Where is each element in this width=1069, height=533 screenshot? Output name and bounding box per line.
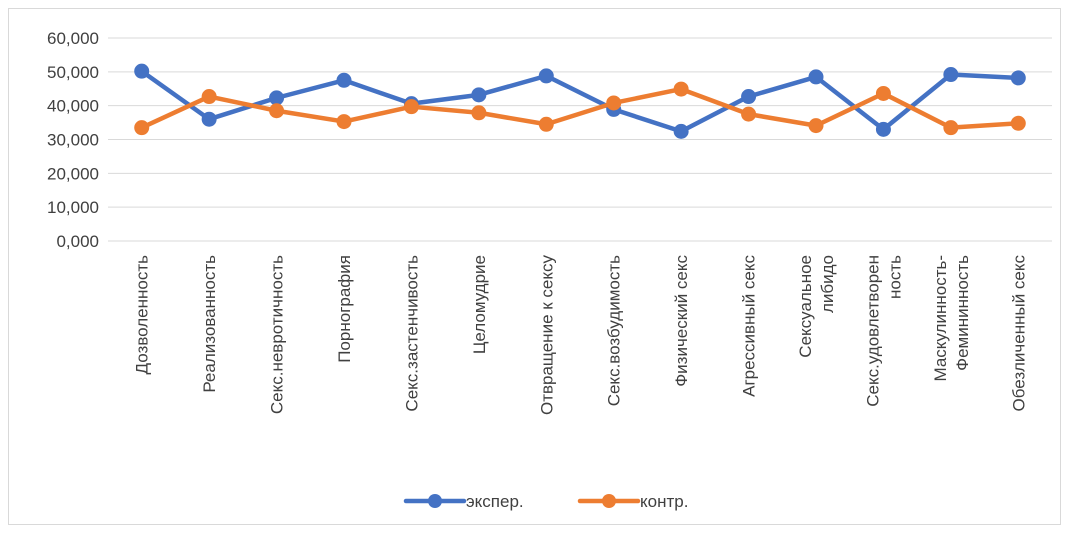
data-point [673, 81, 689, 97]
x-category-label-line: ность [885, 255, 904, 299]
data-point [741, 89, 757, 105]
chart-area: 0,000 10,000 20,000 30,000 40,000 50,000 60,00… [8, 8, 1061, 525]
data-point [269, 103, 285, 119]
x-category-label-line: Обезличенный секс [1009, 255, 1028, 412]
line-chart: 0,000 10,000 20,000 30,000 40,000 50,000 60,00… [47, 29, 1052, 511]
x-category-label: Обезличенный секс [1009, 255, 1028, 412]
data-point [336, 72, 352, 88]
data-point [134, 63, 150, 79]
data-point [1010, 70, 1026, 86]
y-tick-label: 40,000 [47, 97, 99, 116]
y-tick-label: 60,000 [47, 29, 99, 48]
data-point [1010, 115, 1026, 131]
x-category-label: Агрессивный секс [740, 255, 759, 397]
x-category-label: Секс.застенчивость [402, 255, 421, 412]
x-category-label-line: Целомудрие [470, 255, 489, 354]
legend-item[interactable]: контр. [577, 492, 688, 511]
x-category-label: Секс.невротичность [268, 255, 287, 414]
data-point [538, 68, 554, 84]
data-point [134, 120, 150, 136]
x-category-label: Физический секс [672, 255, 691, 387]
gridlines [108, 37, 1052, 242]
data-point [808, 69, 824, 85]
data-point [808, 118, 824, 134]
data-point [875, 121, 891, 137]
series-line [139, 86, 1021, 130]
data-point [943, 120, 959, 136]
x-category-label-line: Агрессивный секс [740, 255, 759, 397]
data-point [336, 114, 352, 130]
x-category-label: Целомудрие [470, 255, 489, 354]
x-category-label-line: Отвращение к сексу [537, 255, 556, 416]
x-category-label: Отвращение к сексу [537, 255, 556, 416]
x-category-label-line: либидо [818, 255, 837, 313]
data-point [606, 95, 622, 111]
y-tick-label: 30,000 [47, 131, 99, 150]
legend-label: экспер. [466, 492, 524, 511]
y-tick-label: 10,000 [47, 198, 99, 217]
data-point [201, 89, 217, 105]
x-category-label: Секс.возбудимость [605, 255, 624, 406]
series-1 [134, 63, 1026, 139]
data-point [943, 67, 959, 83]
legend-label: контр. [640, 492, 688, 511]
x-category-label-line: Реализованность [200, 255, 219, 393]
y-tick-label: 0,000 [56, 232, 99, 251]
data-point [201, 111, 217, 127]
x-category-label: Сексуальное либидо [796, 255, 837, 358]
series-line [139, 68, 1021, 134]
x-category-label: Секс.удовлетворен ность [863, 255, 904, 407]
x-axis-labels: Дозволенность Реализованность Секс.невроти… [133, 255, 1029, 416]
x-category-label-line: Физический секс [672, 255, 691, 387]
data-point [471, 105, 487, 121]
x-category-label-line: Секс.удовлетворен [863, 255, 882, 407]
data-point [471, 87, 487, 103]
series-2 [134, 81, 1026, 136]
x-category-label: Маскулинность- Фемининность [931, 255, 972, 382]
data-point [673, 123, 689, 139]
legend-item[interactable]: экспер. [403, 492, 524, 511]
x-category-label: Порнография [335, 255, 354, 363]
x-category-label-line: Секс.возбудимость [605, 255, 624, 406]
data-point [538, 116, 554, 132]
x-category-label: Дозволенность [133, 255, 152, 375]
y-axis-ticks: 0,000 10,000 20,000 30,000 40,000 50,000 60,00… [47, 29, 99, 251]
data-point [875, 85, 891, 101]
y-tick-label: 20,000 [47, 164, 99, 183]
legend-marker [602, 494, 616, 508]
x-category-label-line: Секс.застенчивость [402, 255, 421, 412]
x-category-label-line: Фемининность [953, 255, 972, 371]
x-category-label: Реализованность [200, 255, 219, 393]
data-point [403, 99, 419, 115]
data-point [741, 106, 757, 122]
x-category-label-line: Маскулинность- [931, 255, 950, 382]
x-category-label-line: Секс.невротичность [268, 255, 287, 414]
x-category-label-line: Сексуальное [796, 255, 815, 358]
y-tick-label: 50,000 [47, 63, 99, 82]
data-point [269, 90, 285, 106]
x-category-label-line: Дозволенность [133, 255, 152, 375]
x-category-label-line: Порнография [335, 255, 354, 363]
legend: экспер. контр. [403, 492, 688, 511]
legend-marker [428, 494, 442, 508]
